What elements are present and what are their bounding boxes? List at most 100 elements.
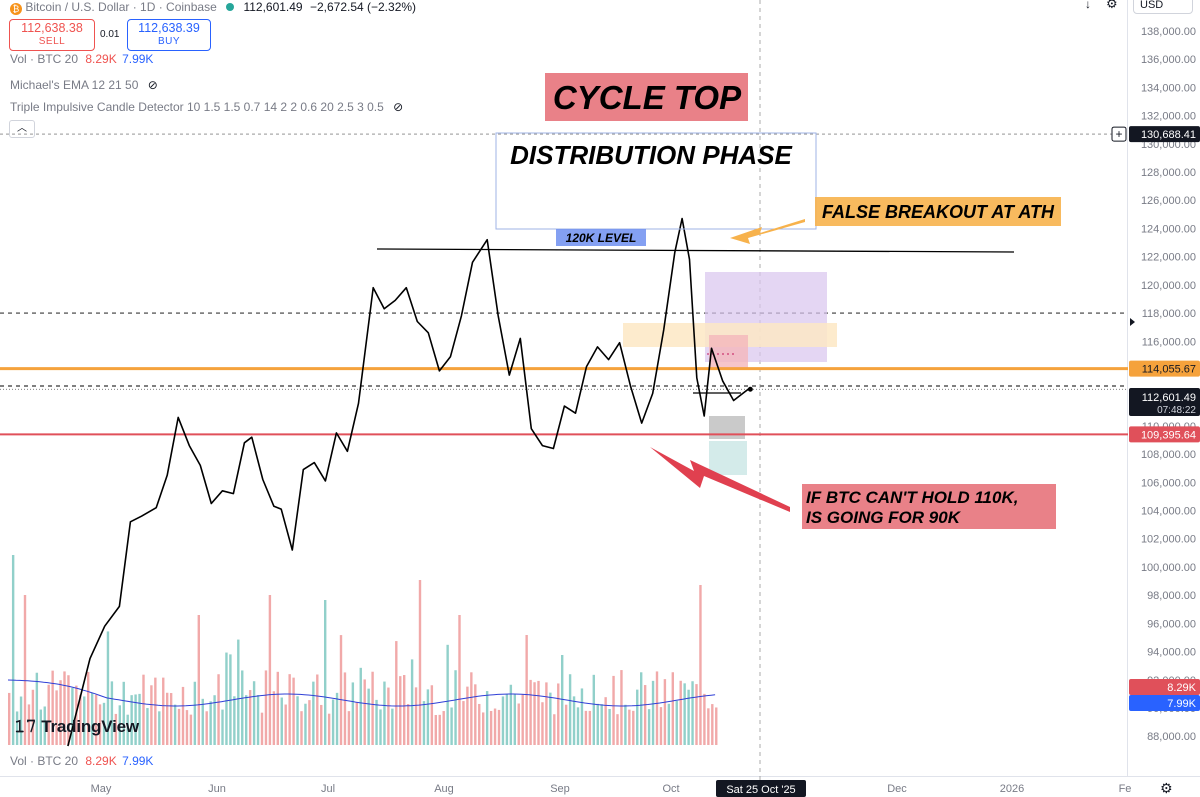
short-position-loss-box	[709, 335, 748, 369]
last-price-tag-bg	[1129, 388, 1200, 416]
volume-bar	[383, 681, 386, 745]
volume-bar	[687, 689, 690, 745]
volume-bar	[521, 694, 524, 745]
volume-bar	[612, 675, 615, 745]
volume-bar	[572, 696, 576, 745]
volume-bar	[485, 691, 489, 745]
volume-bar	[632, 710, 635, 745]
x-tick-label: May	[91, 783, 112, 795]
volume-bar	[438, 714, 441, 745]
volume-bar	[296, 696, 299, 745]
crosshair-price-tag: 130,688.41	[1141, 129, 1196, 141]
bottom-volume-label: Vol · BTC 20	[10, 754, 79, 768]
volume-bar	[497, 709, 501, 745]
scale-settings-icon[interactable]: ⚙	[1160, 780, 1173, 796]
buy-price: 112,638.39	[138, 21, 200, 35]
sell-button[interactable]: 112,638.38 SELL	[9, 19, 95, 51]
volume-bar	[248, 690, 252, 745]
volume-bar	[272, 691, 276, 745]
false-breakout-box	[815, 197, 1061, 226]
volume-bar	[252, 681, 256, 745]
volume-bar	[154, 677, 157, 745]
volume-bar	[363, 679, 366, 745]
volume-bar	[549, 692, 552, 745]
buy-button[interactable]: 112,638.39 BUY	[127, 19, 211, 51]
volume-bar	[79, 694, 82, 745]
add-alert-button[interactable]	[1111, 126, 1127, 142]
volume-bar	[169, 693, 173, 745]
volume-bar	[213, 695, 216, 745]
detector-legend-label: Triple Impulsive Candle Detector 10 1.5 …	[10, 100, 384, 114]
volume-bar	[608, 708, 611, 745]
volume-bar	[31, 689, 35, 745]
eye-hidden-icon[interactable]: ⊘	[393, 100, 404, 114]
volume-bar	[15, 711, 19, 745]
volume-bar	[691, 681, 694, 745]
volume-bar	[636, 689, 639, 745]
x-tick-label: Fe	[1119, 783, 1132, 795]
symbol-title: Bitcoin / U.S. Dollar · 1D · Coinbase	[25, 0, 217, 14]
volume-bar	[102, 702, 106, 745]
y-tick-label: 94,000.00	[1147, 647, 1196, 659]
hold-110k-line1: IF BTC CAN'T HOLD 110K,	[806, 488, 1018, 507]
volume-bar	[715, 707, 718, 745]
volume-bar	[335, 692, 339, 745]
volume-bar	[663, 679, 667, 745]
eye-hidden-icon[interactable]: ⊘	[147, 78, 158, 92]
volume-bar	[545, 682, 548, 745]
volume-bar	[442, 711, 445, 745]
volume-down-tag-bg	[1129, 695, 1200, 711]
volume-bar	[233, 696, 236, 745]
level-120k-box	[556, 229, 646, 246]
volume-bar	[576, 707, 580, 745]
currency-selector[interactable]: USD	[1133, 0, 1193, 14]
volume-bar	[458, 615, 461, 745]
volume-bar	[624, 704, 627, 745]
distribution-label: DISTRIBUTION PHASE	[510, 140, 792, 170]
volume-bar	[379, 709, 382, 745]
volume-bar	[462, 701, 465, 745]
volume-bar	[489, 710, 493, 745]
volume-bar	[604, 697, 607, 745]
volume-bar	[695, 684, 698, 745]
target-box-teal	[709, 441, 747, 475]
sell-label: SELL	[38, 36, 66, 47]
gear-icon[interactable]: ⚙	[1106, 0, 1118, 11]
volume-pane	[7, 555, 718, 745]
volume-bar	[126, 714, 129, 745]
price-series-line	[67, 217, 749, 747]
volume-bar	[359, 667, 362, 745]
volume-bar	[505, 694, 509, 745]
collapse-legend-button[interactable]: ︿	[9, 120, 35, 138]
resistance-line	[376, 248, 1015, 253]
volume-bar	[316, 674, 319, 745]
volume-bar	[628, 709, 631, 745]
volume-bar	[561, 655, 564, 745]
y-tick-label: 128,000.00	[1141, 167, 1196, 179]
volume-bar	[292, 677, 295, 745]
volume-bar	[114, 713, 118, 745]
bottom-volume-legend: Vol · BTC 20 8.29K 7.99K	[10, 754, 153, 768]
sell-price: 112,638.38	[21, 21, 83, 35]
volume-bar	[304, 703, 307, 745]
volume-bar	[478, 703, 481, 745]
y-tick-label: 126,000.00	[1141, 195, 1196, 207]
volume-bar	[541, 702, 544, 745]
volume-bar	[23, 595, 27, 745]
volume-bar	[553, 714, 556, 745]
volume-bar	[711, 704, 714, 745]
volume-bar	[454, 670, 457, 745]
last-price-dot	[747, 386, 753, 392]
volume-up-tag-bg	[1129, 679, 1200, 695]
volume-bar	[63, 671, 66, 745]
x-tick-label: Jun	[208, 783, 226, 795]
volume-bar	[90, 692, 94, 745]
volume-bar	[177, 708, 181, 745]
volume-bar	[620, 670, 623, 745]
volume-bar	[703, 693, 706, 745]
volume-bar	[8, 692, 11, 745]
volume-bar	[98, 704, 102, 745]
level-marker-icon	[1130, 318, 1135, 326]
arrow-down-icon[interactable]: ↓	[1085, 0, 1091, 11]
